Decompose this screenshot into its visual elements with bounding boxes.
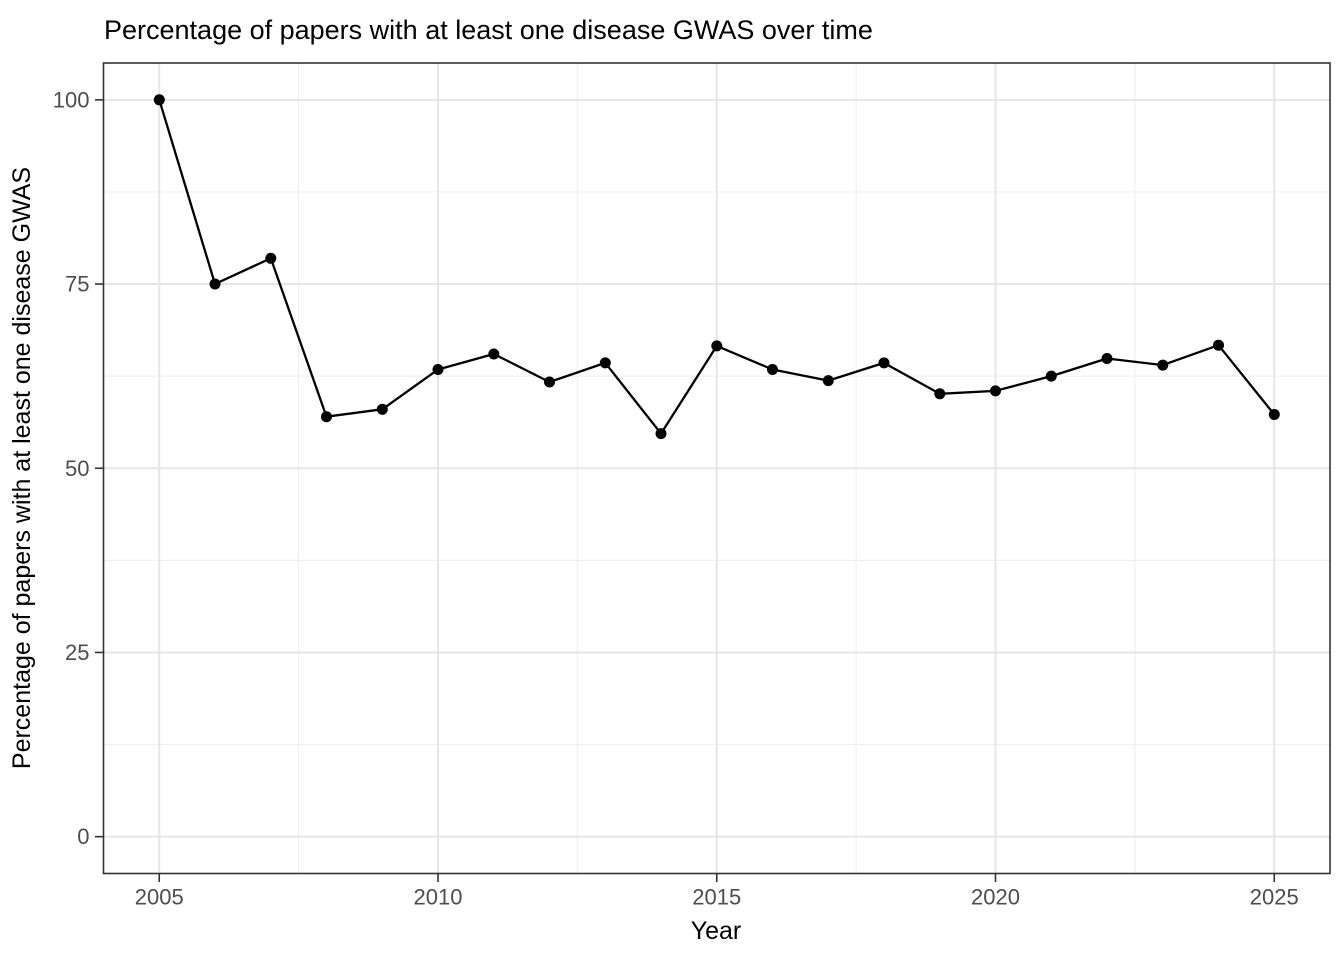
data-point xyxy=(1268,409,1280,420)
x-tick-label: 2010 xyxy=(414,885,463,910)
data-point xyxy=(265,252,277,264)
y-axis-label: Percentage of papers with at least one d… xyxy=(8,167,36,769)
data-point xyxy=(655,428,667,440)
data-point xyxy=(153,94,165,106)
data-point xyxy=(488,348,500,360)
x-tick-label: 2020 xyxy=(971,885,1020,910)
data-point xyxy=(878,357,890,369)
data-point xyxy=(432,364,444,375)
data-point xyxy=(990,385,1001,397)
data-point xyxy=(209,278,221,290)
data-point xyxy=(376,403,388,415)
x-tick-label: 2005 xyxy=(135,885,184,910)
data-point xyxy=(1045,370,1057,382)
data-point xyxy=(1157,359,1169,371)
data-point xyxy=(321,411,332,423)
x-axis-label: Year xyxy=(691,917,742,945)
data-point xyxy=(1213,339,1224,351)
data-point xyxy=(822,375,834,387)
y-tick-label: 25 xyxy=(65,640,89,665)
data-point xyxy=(544,376,555,388)
chart-title: Percentage of papers with at least one d… xyxy=(104,15,873,45)
y-tick-label: 100 xyxy=(53,87,90,112)
data-point xyxy=(1101,353,1113,364)
y-tick-label: 0 xyxy=(77,824,89,849)
x-tick-label: 2015 xyxy=(692,885,741,910)
data-point xyxy=(767,364,778,375)
data-point xyxy=(711,340,723,352)
data-point xyxy=(599,357,611,369)
data-point xyxy=(934,388,946,400)
y-tick-label: 50 xyxy=(65,456,89,481)
x-tick-label: 2025 xyxy=(1250,885,1299,910)
y-tick-label: 75 xyxy=(65,272,89,297)
chart-plot-area: 2005 2010 2015 2020 2025 0 25 50 75 100 xyxy=(53,62,1331,910)
